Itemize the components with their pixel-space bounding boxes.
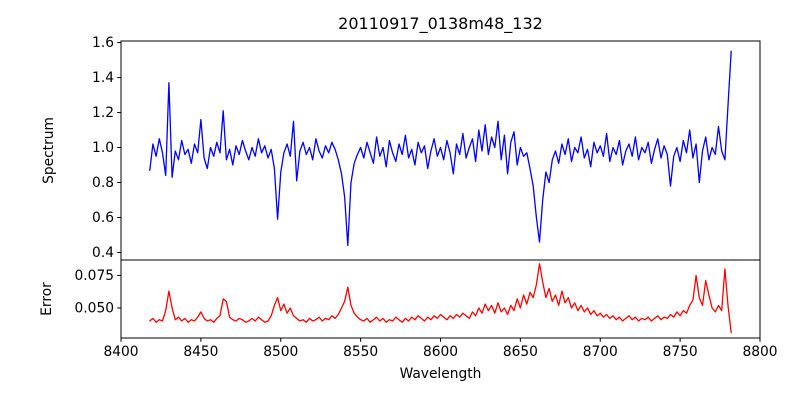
x-tick-label: 8800	[742, 344, 777, 360]
y-tick-label: 1.0	[92, 140, 114, 156]
top-y-axis-label: Spectrum	[41, 117, 57, 184]
y-tick-label: 0.8	[92, 175, 114, 191]
y-tick-label: 0.075	[75, 268, 115, 284]
x-tick-label: 8750	[663, 344, 698, 360]
x-tick-label: 8500	[263, 344, 298, 360]
x-tick-label: 8400	[103, 344, 138, 360]
x-axis-ticks: 8400 8450 8500 8550 8600 8650 8700 8750 8800	[103, 338, 778, 360]
bottom-axes-frame	[120, 259, 761, 339]
y-tick-label: 0.4	[92, 245, 114, 261]
x-tick-label: 8700	[583, 344, 618, 360]
y-tick-label: 1.2	[92, 105, 114, 121]
x-tick-label: 8650	[503, 344, 538, 360]
x-axis-label: Wavelength	[400, 366, 482, 382]
bottom-y-axis-label: Error	[39, 282, 55, 316]
chart-title: 20110917_0138m48_132	[338, 14, 543, 34]
top-y-axis-ticks: 0.4 0.6 0.8 1.0 1.2 1.4 1.6	[92, 35, 121, 261]
bottom-y-axis-ticks: 0.050 0.075	[75, 268, 121, 317]
spectrum-line	[149, 50, 732, 247]
y-tick-label: 0.6	[92, 210, 114, 226]
error-line	[149, 263, 732, 334]
x-tick-label: 8600	[423, 344, 458, 360]
x-tick-label: 8550	[343, 344, 378, 360]
y-tick-label: 1.6	[92, 35, 114, 51]
y-tick-label: 1.4	[92, 70, 114, 86]
top-axes-frame	[120, 40, 761, 261]
x-tick-label: 8450	[183, 344, 218, 360]
y-tick-label: 0.050	[75, 301, 115, 317]
